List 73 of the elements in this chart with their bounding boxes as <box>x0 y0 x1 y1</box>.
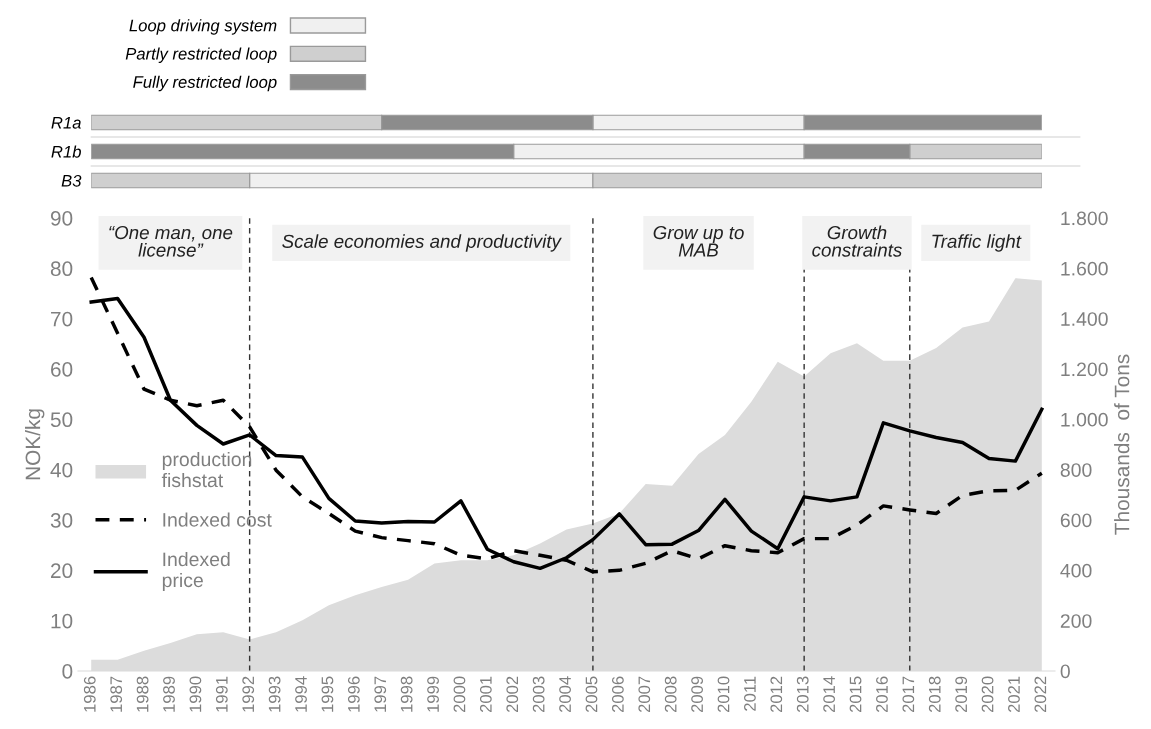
y-tick-label: R1b <box>51 145 81 158</box>
y2-tick-label: 200 <box>1060 614 1092 628</box>
legend-label: Loop driving system <box>129 19 277 35</box>
x-tick-label: 2007 <box>638 676 651 713</box>
x-tick-label: 2012 <box>770 676 783 713</box>
y-tick-label: 30 <box>50 513 73 528</box>
x-tick-label: 2005 <box>585 676 598 713</box>
x-tick-label: 1990 <box>189 676 202 712</box>
y2-tick-label: 1.000 <box>1061 412 1108 427</box>
x-tick-label: 2002 <box>506 676 519 713</box>
x-tick-label: 1992 <box>242 676 255 712</box>
x-tick-label: 1999 <box>427 676 439 712</box>
x-tick-label: 2000 <box>453 676 466 713</box>
x-tick-label: 2003 <box>532 676 545 713</box>
x-tick-label: 2001 <box>479 676 492 713</box>
x-tick-label: 2014 <box>823 676 836 713</box>
y-tick-label: 70 <box>51 311 73 327</box>
x-tick-label: 1996 <box>347 676 360 712</box>
x-tick-label: 2021 <box>1008 676 1020 713</box>
x-tick-label: 2019 <box>955 676 968 713</box>
legend-label: production fishstat <box>161 451 252 488</box>
x-tick-label: 1986 <box>83 676 96 712</box>
y2-tick-label: 1.600 <box>1061 261 1108 276</box>
x-tick-label: 2010 <box>717 676 730 713</box>
x-tick-label: 2011 <box>744 676 756 711</box>
x-tick-label: 2018 <box>928 676 941 713</box>
legend-label: Partly restricted loop <box>125 47 277 63</box>
y-tick-label: 10 <box>51 613 73 629</box>
x-tick-label: 1989 <box>163 676 175 712</box>
x-tick-label: 2015 <box>849 676 862 713</box>
x-tick-label: 1998 <box>400 676 413 712</box>
x-tick-label: 2009 <box>691 676 703 713</box>
y-tick-label: B3 <box>61 174 82 187</box>
legend-label: Indexed price <box>162 551 230 592</box>
y2-tick-label: 600 <box>1060 513 1092 528</box>
y-tick-label: 40 <box>50 462 73 478</box>
annotation: Traffic light <box>932 234 1022 252</box>
x-tick-label: 2008 <box>664 676 677 713</box>
x-tick-label: 1993 <box>268 676 281 712</box>
y-tick-label: 20 <box>51 563 73 579</box>
x-tick-label: 1988 <box>136 676 149 712</box>
y-tick-label: 60 <box>51 362 73 377</box>
x-tick-label: 2022 <box>1034 676 1047 713</box>
annotation: Scale economies and productivity <box>282 234 562 252</box>
annotation: Growth constraints <box>812 225 902 257</box>
annotation: “One man, one license” <box>109 225 233 257</box>
annotation: Grow up to MAB <box>653 225 744 257</box>
x-tick-label: 1994 <box>295 676 307 712</box>
y2-tick-label: 1.800 <box>1061 211 1108 226</box>
y-tick-label: R1a <box>51 117 81 129</box>
x-tick-label: 2017 <box>902 676 915 713</box>
x-tick-label: 2006 <box>611 676 624 713</box>
y2-axis-title: Thousands of Tons <box>1114 354 1130 535</box>
y-tick-label: 0 <box>62 664 73 679</box>
y-tick-label: 50 <box>50 412 73 428</box>
y-tick-label: 80 <box>50 261 73 277</box>
y2-tick-label: 800 <box>1060 463 1092 477</box>
y2-tick-label: 400 <box>1060 563 1092 578</box>
x-tick-label: 2020 <box>981 676 994 713</box>
y2-tick-label: 1.400 <box>1061 312 1108 326</box>
x-tick-label: 1991 <box>215 676 228 712</box>
legend-label: Indexed cost <box>163 512 272 527</box>
legend-label: Fully restricted loop <box>133 75 277 92</box>
x-tick-label: 1987 <box>110 676 123 712</box>
x-tick-label: 1995 <box>321 676 334 712</box>
x-tick-label: 2016 <box>876 676 888 713</box>
y2-tick-label: 1.200 <box>1061 362 1108 377</box>
y-tick-label: 90 <box>50 211 73 226</box>
y2-tick-label: 0 <box>1060 664 1070 679</box>
x-tick-label: 2004 <box>559 676 571 713</box>
x-tick-label: 2013 <box>796 676 809 713</box>
x-tick-label: 1997 <box>374 676 387 712</box>
y-axis-title: NOK/kg <box>24 409 45 480</box>
